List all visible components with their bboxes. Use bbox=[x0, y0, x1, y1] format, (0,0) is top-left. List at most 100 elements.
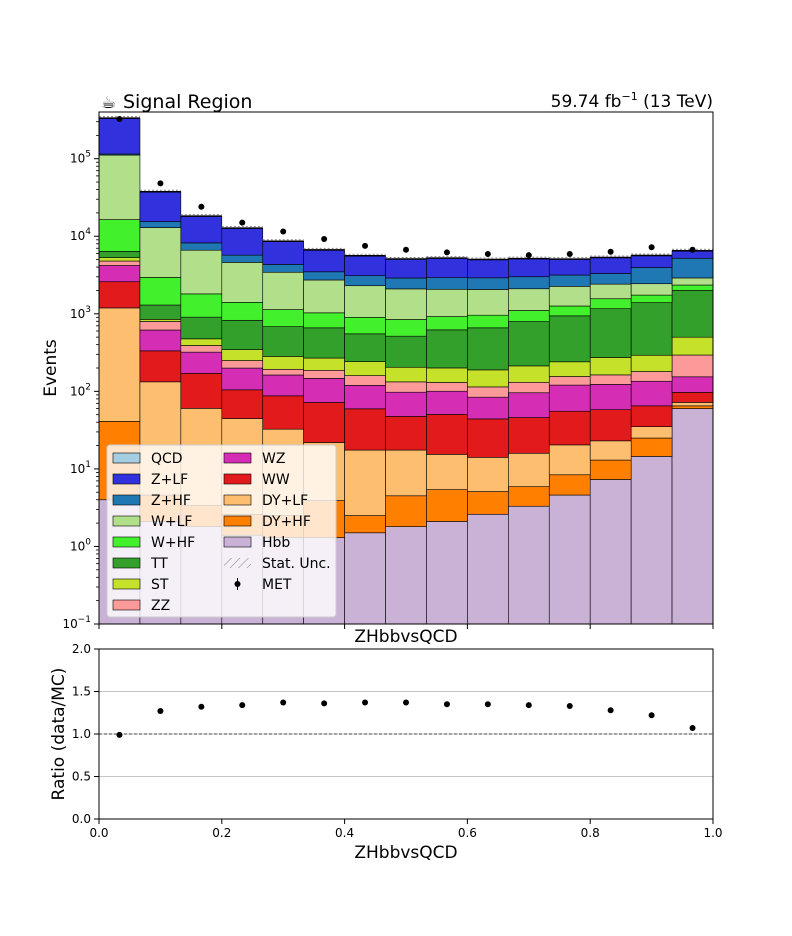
ratio-point-0 bbox=[116, 731, 123, 738]
ratio-grid bbox=[99, 691, 713, 777]
bar-tt-4 bbox=[262, 326, 304, 357]
bar-dy-lf-0 bbox=[98, 307, 141, 422]
bar-ww-4 bbox=[262, 395, 304, 430]
bar-zz-4 bbox=[262, 368, 304, 376]
bar-w-hf-4 bbox=[262, 309, 304, 327]
y-tick-label-4: 103 bbox=[70, 305, 91, 321]
ratio-point-10 bbox=[525, 702, 532, 709]
bar-hbb-9 bbox=[467, 513, 509, 625]
bar-z-hf-9 bbox=[467, 277, 509, 290]
legend-label-met: MET bbox=[262, 577, 292, 593]
bar-wz-2 bbox=[180, 351, 223, 374]
bar-st-9 bbox=[467, 369, 509, 388]
bar-st-2 bbox=[180, 338, 223, 346]
legend-swatch-qcd bbox=[112, 452, 141, 464]
ratio-point-12 bbox=[607, 707, 614, 714]
legend-label-dy-hf: DY+HF bbox=[262, 514, 311, 530]
bar-wz-10 bbox=[508, 392, 550, 418]
legend-swatch-zz bbox=[112, 599, 141, 611]
legend-swatch-z-lf bbox=[112, 473, 141, 485]
bar-wz-1 bbox=[139, 329, 182, 352]
ratio-y-tick-label-2: 1.0 bbox=[72, 727, 91, 741]
bar-st-6 bbox=[344, 361, 386, 376]
bar-tt-2 bbox=[180, 316, 223, 340]
y-tick-label-1: 100 bbox=[70, 537, 91, 553]
legend-swatch-stat-unc bbox=[224, 558, 251, 568]
data-point-9 bbox=[484, 251, 491, 258]
y-tick-base-4: 10 bbox=[70, 307, 85, 321]
y-tick-label-6: 105 bbox=[70, 150, 91, 166]
y-tick-base-1: 10 bbox=[70, 539, 85, 553]
title-left: ☕ Signal Region bbox=[101, 91, 252, 113]
bar-w-lf-8 bbox=[426, 288, 468, 317]
bar-ww-13 bbox=[630, 405, 673, 428]
y-tick-label-0: 10−1 bbox=[62, 615, 91, 631]
bar-st-7 bbox=[385, 366, 427, 383]
bar-tt-12 bbox=[589, 308, 632, 358]
ratio-y-axis-ticks: 0.0 0.5 1.0 1.5 2.0 bbox=[72, 642, 99, 826]
y-tick-base-2: 10 bbox=[70, 462, 85, 476]
bar-st-14 bbox=[671, 336, 714, 356]
ratio-x-tick-label-2: 0.4 bbox=[335, 826, 354, 840]
legend-swatch-ww bbox=[223, 473, 252, 485]
bar-dy-hf-6 bbox=[344, 515, 386, 534]
bar-z-hf-7 bbox=[385, 277, 427, 290]
legend-label-w-hf: W+HF bbox=[151, 535, 195, 551]
bar-z-hf-2 bbox=[180, 242, 223, 251]
bar-hbb-11 bbox=[548, 494, 591, 625]
bar-z-lf-7 bbox=[385, 258, 427, 279]
bar-tt-9 bbox=[467, 327, 509, 371]
bar-w-lf-11 bbox=[548, 286, 591, 307]
bar-st-8 bbox=[426, 367, 468, 383]
bar-dy-lf-12 bbox=[589, 440, 632, 461]
y-tick-label-2: 101 bbox=[70, 460, 91, 476]
legend-label-qcd: QCD bbox=[151, 451, 183, 467]
ratio-x-tick-label-3: 0.6 bbox=[458, 826, 477, 840]
coffee-icon: ☕ bbox=[101, 93, 116, 113]
legend-swatch-tt bbox=[112, 557, 141, 569]
ratio-y-tick-label-4: 2.0 bbox=[72, 642, 91, 656]
bar-tt-7 bbox=[385, 335, 427, 368]
bar-w-hf-1 bbox=[139, 277, 182, 306]
bar-wz-3 bbox=[221, 367, 264, 391]
bar-wz-0 bbox=[98, 265, 141, 283]
bar-z-hf-10 bbox=[508, 276, 550, 290]
bar-dy-lf-7 bbox=[385, 449, 427, 497]
bar-w-hf-9 bbox=[467, 314, 509, 329]
bar-dy-hf-7 bbox=[385, 495, 427, 527]
bar-hbb-12 bbox=[589, 479, 632, 625]
bar-w-lf-14 bbox=[671, 277, 714, 286]
bar-dy-lf-13 bbox=[630, 426, 673, 439]
legend-swatch-dy-lf bbox=[223, 494, 252, 506]
bar-hbb-10 bbox=[508, 505, 550, 625]
ratio-y-axis-label: Ratio (data/MC) bbox=[49, 668, 69, 801]
ratio-point-13 bbox=[648, 712, 655, 719]
bar-hbb-14 bbox=[671, 408, 714, 625]
bar-tt-8 bbox=[426, 329, 468, 369]
data-point-12 bbox=[607, 248, 614, 255]
legend-swatch-z-hf bbox=[112, 494, 141, 506]
legend-swatch-wz bbox=[223, 452, 252, 464]
data-point-7 bbox=[403, 246, 409, 253]
bar-st-4 bbox=[262, 356, 304, 370]
ratio-points bbox=[116, 699, 696, 738]
ratio-point-4 bbox=[280, 699, 287, 706]
bar-st-1 bbox=[139, 319, 182, 322]
bar-tt-11 bbox=[548, 315, 591, 363]
bar-st-10 bbox=[508, 365, 550, 383]
data-point-0 bbox=[116, 115, 123, 122]
legend-label-dy-lf: DY+LF bbox=[262, 493, 308, 509]
bar-z-lf-5 bbox=[303, 249, 345, 273]
legend-swatch-w-lf bbox=[112, 515, 141, 527]
ratio-point-11 bbox=[566, 702, 573, 709]
bar-zz-7 bbox=[385, 381, 427, 393]
bar-ww-14 bbox=[671, 392, 714, 403]
bar-wz-6 bbox=[344, 385, 386, 410]
bar-w-lf-1 bbox=[139, 227, 182, 278]
bar-w-lf-9 bbox=[467, 289, 509, 316]
main-x-axis-label: ZHbbvsQCD bbox=[354, 627, 457, 647]
bar-zz-10 bbox=[508, 381, 550, 394]
y-tick-exp-0: −1 bbox=[78, 615, 91, 625]
